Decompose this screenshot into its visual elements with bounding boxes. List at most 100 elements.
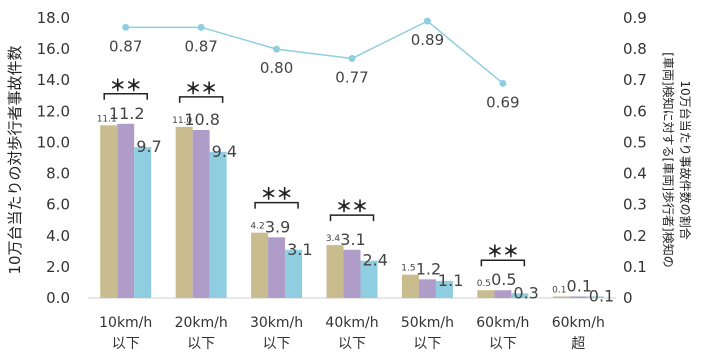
significance-markers: ＊＊ ＊＊ ＊＊ ＊＊ ＊＊ — [103, 76, 526, 267]
data-labels: 11.1 11.0 4.2 3.4 1.5 0.5 0.1 11.2 10.8 3.9 3.1 1.2… — [97, 104, 615, 306]
x-tick-label-speed: 30km/h — [250, 315, 303, 331]
axis-titles: 10万台当たりの対歩行者事故件数 [車両]検知に対する[車両]歩行者]検知の 1… — [6, 45, 693, 274]
y-left-tick-label: 10.0 — [37, 133, 70, 151]
bar-series-3 — [586, 296, 604, 298]
y-left-tick-label: 0.0 — [46, 289, 70, 307]
y-left-tick-label: 4.0 — [46, 227, 70, 245]
bar-series-2 — [343, 249, 361, 298]
bar-series-1 — [251, 232, 269, 298]
ratio-line-point — [122, 23, 130, 31]
y-right-tick-label: 0.7 — [623, 71, 647, 89]
y-right-tick-label: 0.1 — [623, 258, 647, 276]
bar-series-1 — [326, 245, 344, 298]
y-left-tick-label: 6.0 — [46, 196, 70, 214]
bar-label-series-1: 11.0 — [172, 116, 192, 126]
y-right-tick-label: 0.2 — [623, 227, 647, 245]
ratio-line-point — [499, 79, 507, 87]
bar-series-2 — [418, 279, 436, 298]
y-left-tick-label: 12.0 — [37, 102, 70, 120]
bar-label-series-1: 1.5 — [401, 264, 415, 274]
bar-series-1 — [100, 125, 118, 298]
ratio-line-label: 0.87 — [109, 37, 142, 55]
bar-label-series-1: 4.2 — [250, 222, 264, 232]
bar-label-series-2: 3.1 — [340, 230, 365, 249]
bar-series-1 — [477, 290, 495, 298]
y-right-tick-label: 0.4 — [623, 165, 647, 183]
bar-label-series-1: 0.5 — [477, 279, 491, 289]
bar-series-3 — [360, 260, 378, 298]
bar-series-3 — [134, 147, 152, 298]
ratio-line-label: 0.80 — [260, 59, 293, 77]
y-right-tick-label: 0.6 — [623, 102, 647, 120]
significance-label: ＊＊ — [336, 197, 368, 216]
ratio-line-point — [197, 23, 205, 31]
bar-label-series-3: 0.1 — [589, 286, 614, 305]
y-axis-left-title: 10万台当たりの対歩行者事故件数 — [6, 45, 24, 274]
bar-series-1 — [401, 274, 419, 298]
bar-series-2 — [117, 123, 135, 299]
significance-label: ＊＊ — [487, 242, 519, 261]
bar-label-series-2: 1.2 — [416, 259, 441, 278]
ratio-line-point — [273, 45, 281, 53]
x-tick-label-qualifier: 以下 — [112, 336, 140, 352]
bar-label-series-3: 3.1 — [287, 240, 312, 259]
x-tick-label-speed: 60km/h — [552, 315, 605, 331]
bars — [100, 123, 604, 299]
x-tick-label-speed: 50km/h — [401, 315, 454, 331]
ratio-line-label: 0.69 — [486, 93, 519, 111]
bar-label-series-3: 9.4 — [212, 142, 237, 161]
x-tick-label-qualifier: 以下 — [263, 336, 291, 352]
ratio-line-label: 0.87 — [184, 37, 217, 55]
x-tick-label-speed: 10km/h — [99, 315, 152, 331]
significance-label: ＊＊ — [110, 76, 142, 95]
bar-label-series-3: 2.4 — [363, 251, 388, 270]
bar-series-2 — [192, 130, 210, 298]
significance-label: ＊＊ — [261, 185, 293, 204]
y-left-tick-label: 18.0 — [37, 9, 70, 27]
x-tick-label-speed: 40km/h — [325, 315, 378, 331]
x-tick-label-speed: 20km/h — [175, 315, 228, 331]
y-left-tick-label: 8.0 — [46, 165, 70, 183]
x-tick-label-qualifier: 超 — [571, 336, 585, 352]
bar-label-series-2: 11.2 — [109, 104, 145, 123]
y-axis-right-title-line-1: [車両]検知に対する[車両]歩行者]検知の — [661, 52, 676, 267]
bar-label-series-1: 11.1 — [97, 114, 117, 124]
bar-label-series-2: 0.5 — [491, 270, 516, 289]
y-left-tick-label: 2.0 — [46, 258, 70, 276]
x-tick-label-speed: 60km/h — [476, 315, 529, 331]
y-left-tick-label: 16.0 — [37, 40, 70, 58]
bar-series-1 — [175, 126, 193, 298]
significance-bracket — [178, 96, 224, 103]
bar-label-series-1: 0.1 — [552, 285, 566, 295]
ratio-line-label: 0.77 — [335, 68, 368, 86]
bar-label-series-2: 0.1 — [567, 276, 592, 295]
significance-bracket — [103, 93, 148, 100]
y-axis-right-title-line-2: 10万台当たり事故件数の割合 — [678, 80, 693, 239]
bar-series-3 — [435, 280, 453, 298]
bar-label-series-3: 9.7 — [136, 137, 161, 156]
significance-bracket — [329, 214, 375, 222]
x-tick-label-qualifier: 以下 — [338, 336, 366, 352]
bar-label-series-1: 3.4 — [326, 234, 341, 244]
bar-series-2 — [569, 296, 587, 298]
y-right-tick-label: 0.8 — [623, 40, 647, 58]
bar-series-3 — [209, 151, 227, 298]
ratio-line-path — [125, 20, 504, 84]
bar-label-series-3: 1.1 — [438, 271, 463, 290]
y-right-tick-label: 0 — [623, 289, 633, 307]
bar-series-2 — [494, 290, 512, 298]
x-tick-label-qualifier: 以下 — [489, 336, 517, 352]
ratio-line-point — [423, 17, 431, 25]
bar-label-series-3: 0.3 — [513, 283, 538, 302]
ratio-line-point — [348, 54, 356, 62]
bar-series-1 — [552, 296, 570, 298]
significance-bracket — [480, 259, 526, 267]
y-right-tick-label: 0.9 — [623, 9, 647, 27]
bar-series-2 — [268, 237, 286, 298]
significance-bracket — [254, 201, 299, 209]
bar-label-series-2: 3.9 — [265, 217, 290, 236]
ratio-line: 0.87 0.87 0.80 0.77 0.89 0.69 — [109, 17, 520, 111]
y-right-tick-label: 0.5 — [623, 133, 647, 151]
y-left-tick-label: 14.0 — [37, 71, 70, 89]
